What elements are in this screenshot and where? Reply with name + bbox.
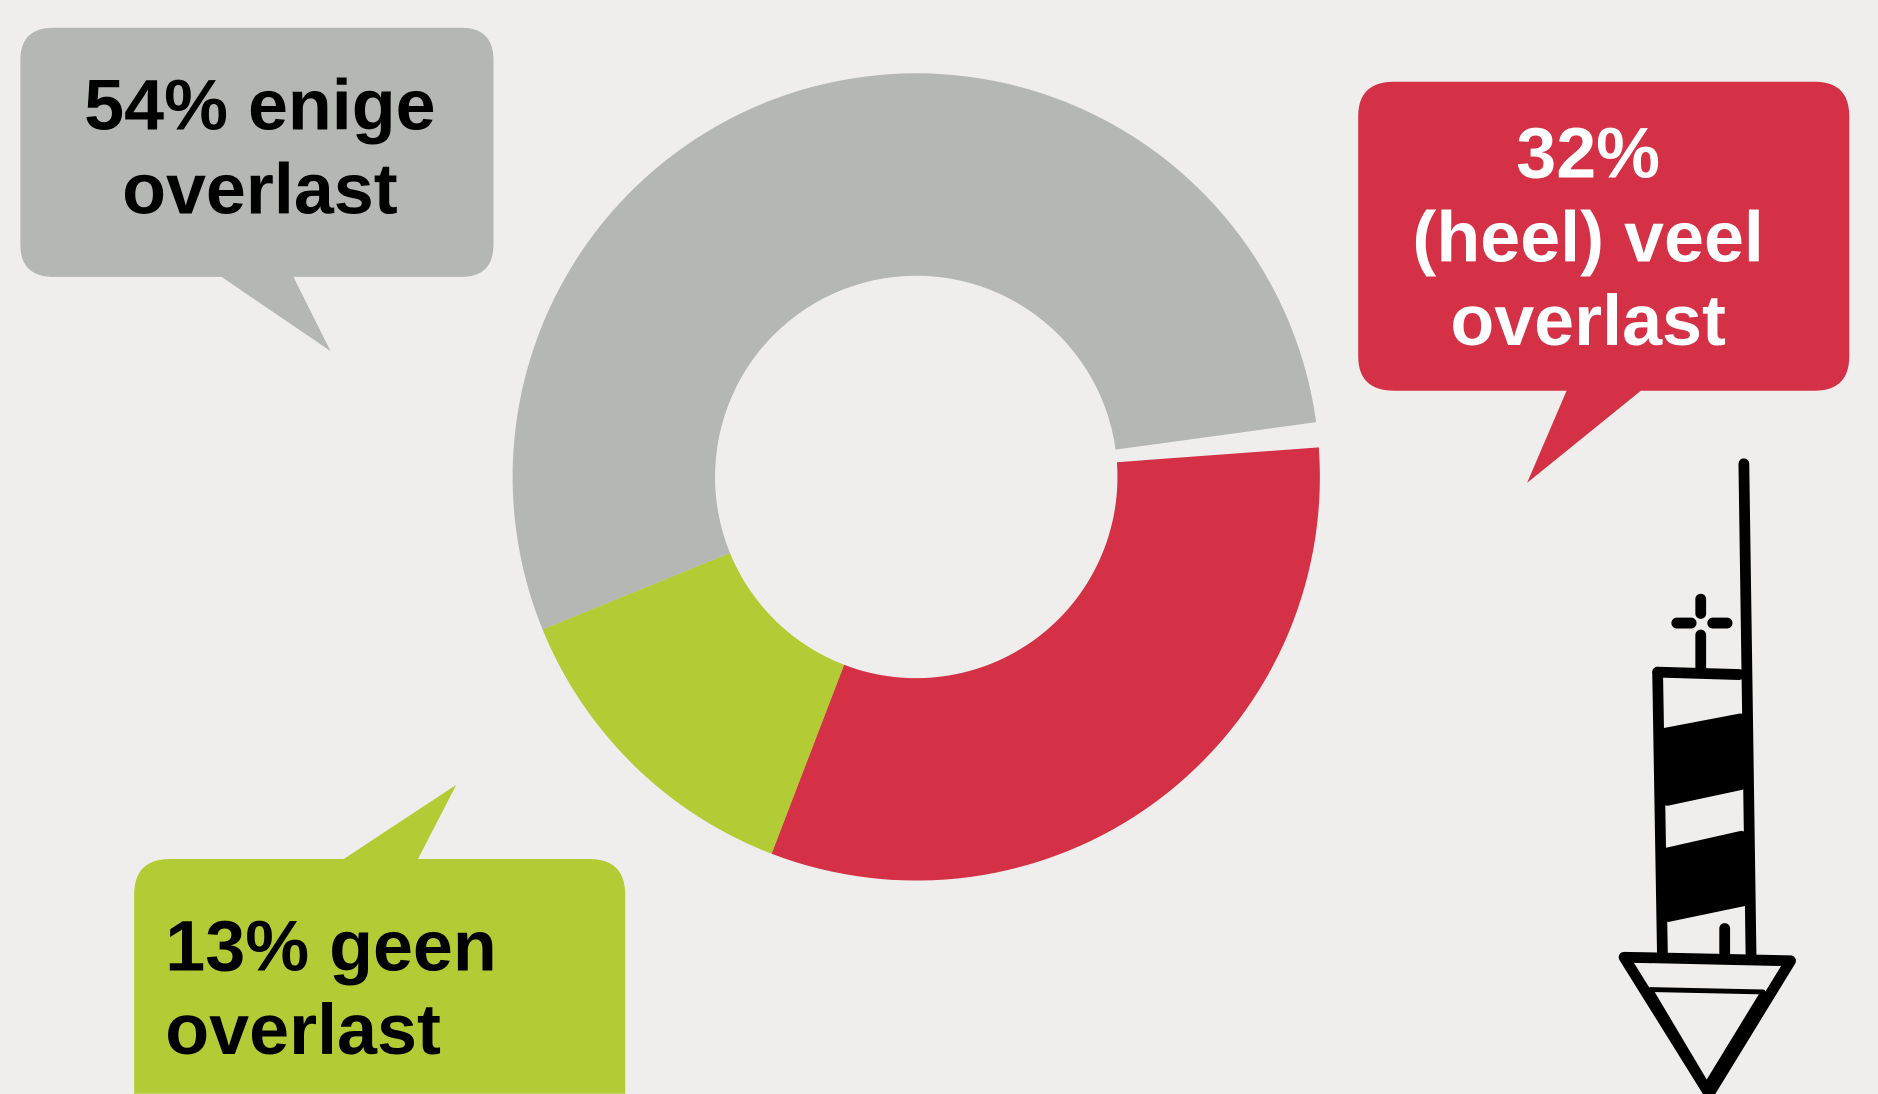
data-label: overlast — [1450, 281, 1726, 361]
syringe-icon — [1618, 458, 1796, 1094]
donut-segment — [771, 447, 1320, 881]
callouts — [20, 27, 1850, 1094]
donut-segment — [512, 73, 1317, 630]
callout-green — [134, 784, 626, 1094]
data-label: 54% enige — [84, 66, 435, 146]
data-label: overlast — [122, 149, 398, 229]
data-label: overlast — [165, 990, 441, 1070]
callout-gray — [20, 27, 494, 352]
data-label: 13% geen — [165, 906, 497, 986]
data-label: 32% — [1516, 114, 1660, 194]
donut-segment — [542, 552, 845, 854]
callout-red — [1358, 81, 1850, 483]
data-label: (heel) veel — [1412, 197, 1763, 277]
